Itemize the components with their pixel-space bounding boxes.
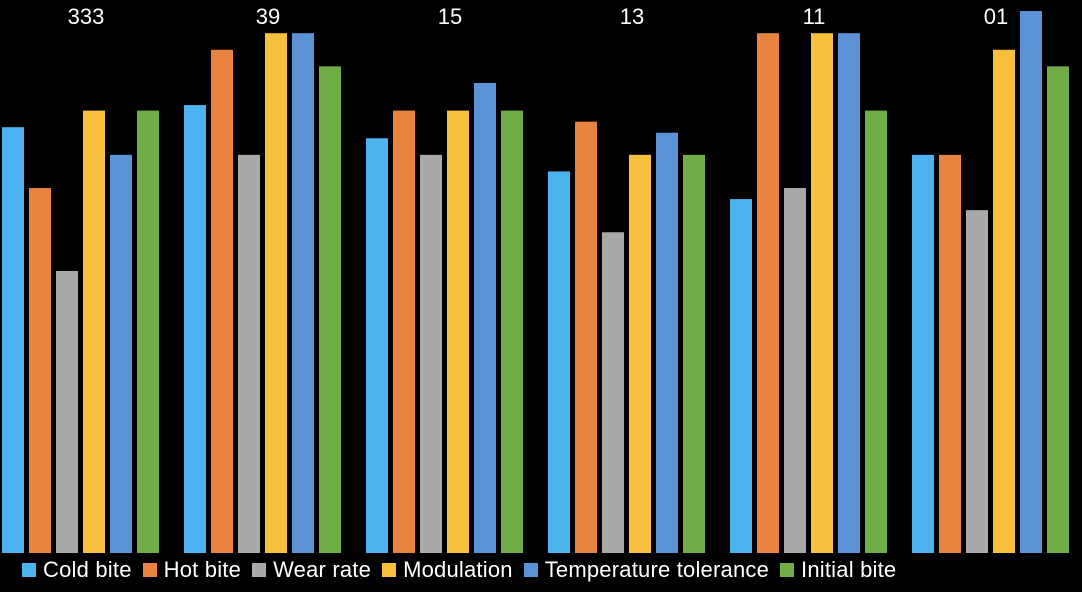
bar (993, 49, 1015, 554)
bar-group (730, 33, 887, 554)
legend-label: Modulation (403, 557, 513, 582)
bar-group (2, 110, 159, 553)
legend-swatch (523, 563, 538, 577)
legend-item: Temperature tolerance (523, 557, 770, 583)
category-label: 333 (68, 4, 105, 29)
bar-group (184, 33, 341, 554)
bar-group (912, 11, 1069, 554)
bar (784, 188, 806, 553)
legend-swatch (142, 563, 157, 577)
bar (184, 105, 206, 553)
legend-label: Initial bite (801, 557, 897, 582)
legend-item: Modulation (382, 557, 513, 583)
bar (420, 154, 442, 553)
legend-item: Hot bite (142, 557, 242, 583)
bar (447, 110, 469, 553)
legend-item: Wear rate (252, 557, 371, 583)
bar (575, 121, 597, 553)
bar (939, 154, 961, 553)
bar (656, 132, 678, 553)
bar (683, 154, 705, 553)
legend-swatch (252, 563, 267, 577)
category-label: 11 (803, 4, 826, 29)
bar (966, 210, 988, 553)
legend-label: Cold bite (43, 557, 132, 582)
legend: Cold bite Hot bite Wear rate Modulation Temp… (22, 557, 907, 583)
bar (110, 154, 132, 553)
bar (366, 138, 388, 553)
bar (912, 154, 934, 553)
bar (319, 66, 341, 554)
bar (238, 154, 260, 553)
bar (501, 110, 523, 553)
legend-label: Hot bite (163, 557, 242, 582)
bar-group (366, 82, 523, 553)
bar (211, 49, 233, 554)
legend-swatch (382, 563, 397, 577)
bar (730, 199, 752, 553)
bar (811, 33, 833, 554)
bar-group (548, 121, 705, 553)
legend-item: Initial bite (780, 557, 896, 583)
bar (292, 33, 314, 554)
category-label: 13 (620, 4, 644, 29)
bar (29, 188, 51, 553)
bar (83, 110, 105, 553)
bar (56, 270, 78, 553)
bar (393, 110, 415, 553)
bar (757, 33, 779, 554)
bar (137, 110, 159, 553)
category-label: 15 (438, 4, 462, 29)
bar (548, 171, 570, 553)
bar (1020, 11, 1042, 554)
legend-item: Cold bite (22, 557, 132, 583)
legend-label: Wear rate (273, 557, 372, 582)
legend-swatch (22, 563, 36, 577)
bar (265, 33, 287, 554)
legend-label: Temperature tolerance (544, 557, 770, 582)
category-label: 39 (256, 4, 280, 29)
legend-swatch (780, 563, 795, 577)
bar (474, 82, 496, 553)
bar (602, 232, 624, 553)
category-label: 01 (984, 4, 1008, 29)
bar (2, 127, 24, 553)
bar (629, 154, 651, 553)
bar (838, 33, 860, 554)
bar (1047, 66, 1069, 554)
bar (865, 110, 887, 553)
